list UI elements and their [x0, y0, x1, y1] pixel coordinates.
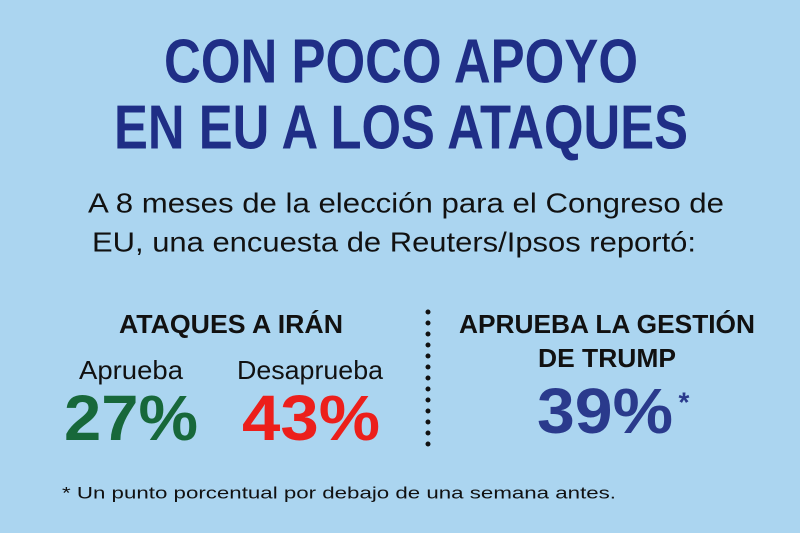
footnote: * Un punto porcentual por debajo de una …	[62, 483, 616, 502]
item-label: Aprueba	[79, 355, 184, 385]
subtitle-line: EU, una encuesta de Reuters/Ipsos report…	[92, 226, 696, 257]
item-label: Desaprueba	[237, 355, 384, 385]
asterisk: *	[679, 386, 690, 417]
section-heading: APRUEBA LA GESTIÓN	[459, 309, 755, 339]
title-line: EN EU A LOS ATAQUES	[114, 93, 688, 162]
section-heading: DE TRUMP	[538, 343, 676, 373]
title-line: CON POCO APOYO	[164, 27, 638, 96]
section-heading: ATAQUES A IRÁN	[119, 309, 343, 339]
subtitle-line: A 8 meses de la elección para el Congres…	[88, 187, 724, 218]
item-value: 27%	[64, 382, 198, 454]
item-value: 43%	[242, 382, 380, 454]
item-value: 39%	[537, 375, 673, 447]
